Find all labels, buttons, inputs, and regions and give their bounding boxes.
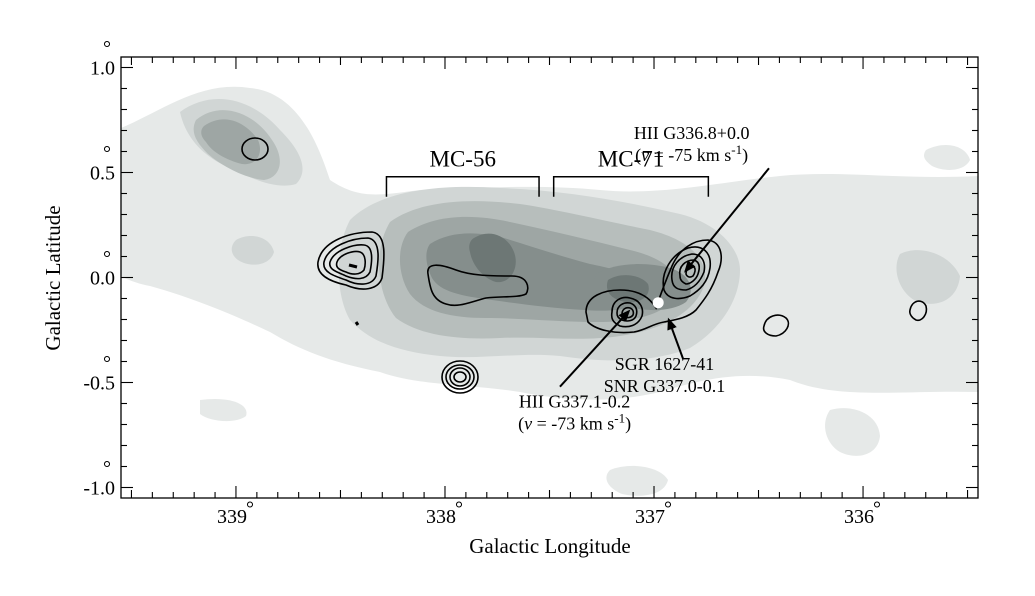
annotation-label: (v = -73 km s-1)	[518, 411, 631, 435]
cloud-bracket	[552, 175, 710, 197]
annotation-label: SNR G337.0-0.1	[604, 376, 726, 396]
contour	[762, 314, 790, 337]
y-tick-degree: °	[103, 353, 111, 375]
contour	[670, 253, 706, 291]
x-tick-label: 336	[844, 506, 874, 528]
cloud-bracket	[385, 175, 540, 197]
x-tick-degree: °	[246, 498, 254, 520]
annotation-label: (v = -75 km s-1)	[635, 142, 748, 166]
contour	[449, 367, 471, 387]
contour	[427, 264, 529, 307]
contour	[445, 364, 475, 390]
y-tick-degree: °	[103, 248, 111, 270]
annotation-label: HII G337.1-0.2	[519, 392, 630, 412]
x-tick-degree: °	[664, 498, 672, 520]
x-tick-label: 337	[635, 506, 665, 528]
contour	[335, 250, 366, 275]
emission-level-1	[896, 250, 960, 304]
sgr-source-marker	[652, 297, 664, 309]
x-axis-title: Galactic Longitude	[469, 534, 631, 558]
cloud-label: MC-56	[430, 147, 496, 172]
annotation-arrow	[684, 167, 770, 273]
emission-level-0	[200, 398, 247, 422]
emission-level-5	[606, 275, 649, 303]
annotations: HII G336.8+0.0(v = -75 km s-1) HII G337.1…	[518, 123, 770, 435]
sources	[652, 297, 664, 309]
emission-level-0	[825, 408, 880, 456]
contour	[323, 237, 379, 285]
emission-level-1	[231, 236, 274, 265]
emission-level-5	[469, 233, 516, 283]
y-tick-label: 0.5	[90, 163, 115, 185]
annotation-arrow	[559, 309, 631, 388]
contour	[610, 296, 644, 328]
contour	[328, 244, 373, 280]
x-tick-label: 338	[426, 506, 456, 528]
y-tick-label: 0.0	[90, 268, 115, 290]
axis-tick-labels: 339 ° 338 ° 337 ° 336 °1.0°0.5°0.0°-0.5°-1.0°	[83, 38, 881, 529]
contour	[348, 263, 358, 269]
co-emission-map	[121, 86, 978, 496]
contour	[241, 137, 269, 161]
cloud-label: MC-71	[598, 147, 664, 172]
y-tick-degree: °	[103, 38, 111, 60]
contour	[453, 371, 467, 383]
annotation-arrow	[667, 317, 685, 360]
y-tick-label: -1.0	[83, 478, 115, 500]
emission-level-3	[201, 119, 261, 165]
contour	[585, 239, 722, 334]
emission-level-0	[924, 145, 970, 170]
x-tick-degree: °	[455, 498, 463, 520]
y-tick-degree: °	[103, 458, 111, 480]
contour	[317, 231, 385, 290]
annotation-label: SGR 1627-41	[615, 354, 715, 374]
axis-ticks	[121, 57, 978, 498]
emission-level-0	[606, 465, 668, 496]
y-tick-label: -0.5	[83, 373, 115, 395]
y-tick-label: 1.0	[90, 58, 115, 80]
x-tick-label: 339	[217, 506, 247, 528]
cloud-brackets: MC-56 MC-71	[385, 147, 710, 197]
y-axis-title: Galactic Latitude	[41, 205, 65, 350]
contour	[662, 246, 712, 300]
x-tick-degree: °	[873, 498, 881, 520]
y-tick-degree: °	[103, 143, 111, 165]
annotation-label: HII G336.8+0.0	[634, 123, 750, 143]
contour	[441, 360, 479, 394]
contour	[354, 321, 360, 326]
contour	[909, 300, 928, 322]
